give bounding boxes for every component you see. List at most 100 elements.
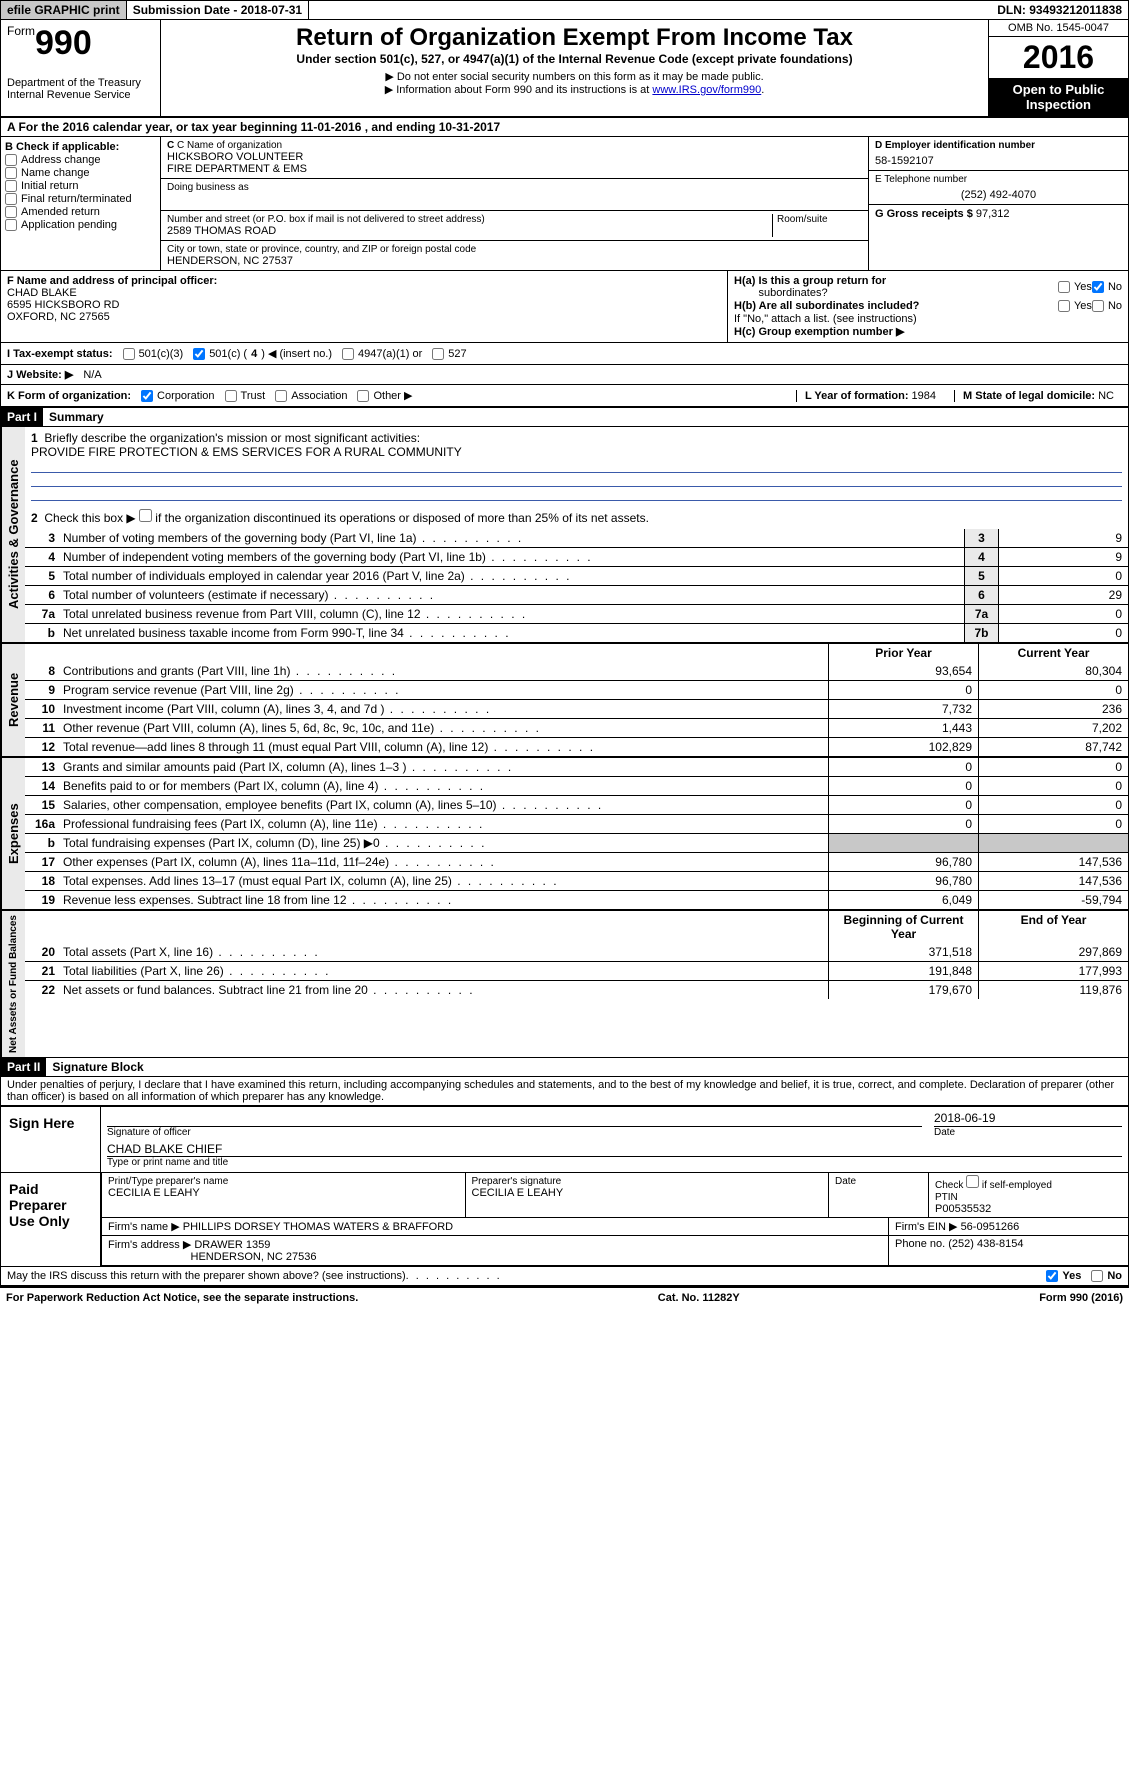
- column-b-checkboxes: B Check if applicable: Address change Na…: [1, 137, 161, 270]
- hb-no[interactable]: No: [1092, 300, 1122, 312]
- chk-501c3[interactable]: 501(c)(3): [123, 348, 184, 360]
- summary-line: 15Salaries, other compensation, employee…: [25, 795, 1128, 814]
- ha-yes[interactable]: Yes: [1058, 281, 1092, 293]
- sign-here-label: Sign Here: [1, 1107, 101, 1172]
- summary-line: 8Contributions and grants (Part VIII, li…: [25, 662, 1128, 680]
- column-c-org: C C Name of organization HICKSBORO VOLUN…: [161, 137, 868, 270]
- chk-4947[interactable]: 4947(a)(1) or: [342, 348, 422, 360]
- chk-association[interactable]: Association: [275, 390, 347, 402]
- officer-addr1: 6595 HICKSBORO RD: [7, 299, 119, 311]
- form-header: Form990 Department of the Treasury Inter…: [0, 20, 1129, 117]
- org-info-block: B Check if applicable: Address change Na…: [0, 137, 1129, 271]
- section-a-tax-year: A For the 2016 calendar year, or tax yea…: [0, 117, 1129, 137]
- open-to-public: Open to PublicInspection: [989, 78, 1128, 116]
- ssn-warning: ▶ Do not enter social security numbers o…: [169, 70, 980, 83]
- preparer-name: CECILIA E LEAHY: [108, 1187, 200, 1199]
- form-number: 990: [35, 24, 92, 62]
- gross-receipts: 97,312: [976, 208, 1010, 220]
- chk-corporation[interactable]: Corporation: [141, 390, 214, 402]
- officer-addr2: OXFORD, NC 27565: [7, 311, 110, 323]
- chk-amended-return[interactable]: Amended return: [5, 206, 156, 218]
- discuss-no[interactable]: No: [1091, 1270, 1122, 1282]
- chk-final-return[interactable]: Final return/terminated: [5, 193, 156, 205]
- officer-name-title: CHAD BLAKE CHIEF: [107, 1142, 1122, 1157]
- discuss-yes[interactable]: Yes: [1046, 1270, 1081, 1282]
- summary-line: 4Number of independent voting members of…: [25, 547, 1128, 566]
- summary-line: 22Net assets or fund balances. Subtract …: [25, 980, 1128, 999]
- side-activities: Activities & Governance: [1, 427, 25, 642]
- discuss-row: May the IRS discuss this return with the…: [0, 1267, 1129, 1286]
- footer: For Paperwork Reduction Act Notice, see …: [0, 1286, 1129, 1308]
- summary-line: 7aTotal unrelated business revenue from …: [25, 604, 1128, 623]
- chk-discontinued[interactable]: [139, 509, 152, 522]
- side-net-assets: Net Assets or Fund Balances: [1, 911, 25, 1057]
- summary-line: 14Benefits paid to or for members (Part …: [25, 776, 1128, 795]
- side-expenses: Expenses: [1, 758, 25, 909]
- chk-other[interactable]: Other ▶: [357, 389, 412, 402]
- omb-number: OMB No. 1545-0047: [989, 20, 1128, 37]
- summary-line: 10Investment income (Part VIII, column (…: [25, 699, 1128, 718]
- preparer-signature: CECILIA E LEAHY: [472, 1187, 564, 1199]
- perjury-text: Under penalties of perjury, I declare th…: [0, 1077, 1129, 1105]
- paid-preparer-label: Paid Preparer Use Only: [1, 1173, 101, 1266]
- col-beginning: Beginning of Current Year: [828, 911, 978, 943]
- ha-no[interactable]: No: [1092, 281, 1122, 293]
- chk-trust[interactable]: Trust: [225, 390, 266, 402]
- firm-phone: (252) 438-8154: [948, 1238, 1023, 1250]
- form-subtitle: Under section 501(c), 527, or 4947(a)(1)…: [169, 52, 980, 66]
- chk-application-pending[interactable]: Application pending: [5, 219, 156, 231]
- phone-value: (252) 492-4070: [875, 189, 1122, 201]
- chk-501c[interactable]: 501(c) ( 4 ) ◀ (insert no.): [193, 347, 332, 360]
- side-revenue: Revenue: [1, 644, 25, 756]
- summary-line: 12Total revenue—add lines 8 through 11 (…: [25, 737, 1128, 756]
- line2-text: Check this box ▶ if the organization dis…: [44, 511, 649, 525]
- irs-label: Internal Revenue Service: [7, 89, 154, 101]
- summary-line: bTotal fundraising expenses (Part IX, co…: [25, 833, 1128, 852]
- summary-line: 3Number of voting members of the governi…: [25, 529, 1128, 547]
- col-prior-year: Prior Year: [828, 644, 978, 662]
- state-domicile: NC: [1098, 390, 1114, 402]
- form-page: Form 990 (2016): [1039, 1292, 1123, 1304]
- chk-address-change[interactable]: Address change: [5, 154, 156, 166]
- info-link-line: ▶ Information about Form 990 and its ins…: [169, 83, 980, 96]
- signature-date: 2018-06-19: [934, 1111, 1122, 1127]
- irs-form990-link[interactable]: www.IRS.gov/form990: [652, 84, 761, 96]
- year-formation: 1984: [912, 390, 936, 402]
- tax-year: 2016: [989, 37, 1128, 78]
- form-title: Return of Organization Exempt From Incom…: [169, 24, 980, 52]
- summary-line: 16aProfessional fundraising fees (Part I…: [25, 814, 1128, 833]
- ein-value: 58-1592107: [875, 155, 1122, 167]
- org-street: 2589 THOMAS ROAD: [167, 225, 772, 237]
- part2-header: Part II Signature Block: [0, 1058, 1129, 1077]
- chk-initial-return[interactable]: Initial return: [5, 180, 156, 192]
- part1-header: Part I Summary: [0, 407, 1129, 427]
- part1-body: Activities & Governance 1 Briefly descri…: [0, 427, 1129, 1058]
- hb-note: If "No," attach a list. (see instruction…: [734, 313, 1122, 325]
- paperwork-notice: For Paperwork Reduction Act Notice, see …: [6, 1292, 358, 1304]
- row-k-form-org: K Form of organization: Corporation Trus…: [0, 385, 1129, 407]
- org-name: HICKSBORO VOLUNTEERFIRE DEPARTMENT & EMS: [167, 151, 862, 175]
- col-end-year: End of Year: [978, 911, 1128, 943]
- signature-block: Sign Here Signature of officer 2018-06-1…: [0, 1105, 1129, 1173]
- chk-self-employed[interactable]: [966, 1175, 979, 1188]
- website-value: N/A: [83, 369, 101, 381]
- submission-date: Submission Date - 2018-07-31: [127, 1, 309, 19]
- firm-name: PHILLIPS DORSEY THOMAS WATERS & BRAFFORD: [183, 1221, 453, 1233]
- topbar: efile GRAPHIC print Submission Date - 20…: [0, 0, 1129, 20]
- row-i-tax-status: I Tax-exempt status: 501(c)(3) 501(c) ( …: [0, 343, 1129, 365]
- org-city: HENDERSON, NC 27537: [167, 255, 862, 267]
- row-f-h: F Name and address of principal officer:…: [0, 271, 1129, 343]
- chk-name-change[interactable]: Name change: [5, 167, 156, 179]
- dept-treasury: Department of the Treasury: [7, 77, 154, 89]
- chk-527[interactable]: 527: [432, 348, 466, 360]
- summary-line: 5Total number of individuals employed in…: [25, 566, 1128, 585]
- firm-address: DRAWER 1359: [194, 1239, 270, 1251]
- summary-line: 11Other revenue (Part VIII, column (A), …: [25, 718, 1128, 737]
- efile-print-button[interactable]: efile GRAPHIC print: [1, 1, 127, 19]
- cat-no: Cat. No. 11282Y: [658, 1292, 740, 1304]
- summary-line: 17Other expenses (Part IX, column (A), l…: [25, 852, 1128, 871]
- summary-line: bNet unrelated business taxable income f…: [25, 623, 1128, 642]
- hb-yes[interactable]: Yes: [1058, 300, 1092, 312]
- firm-ein: 56-0951266: [961, 1221, 1020, 1233]
- paid-preparer-block: Paid Preparer Use Only Print/Type prepar…: [0, 1173, 1129, 1267]
